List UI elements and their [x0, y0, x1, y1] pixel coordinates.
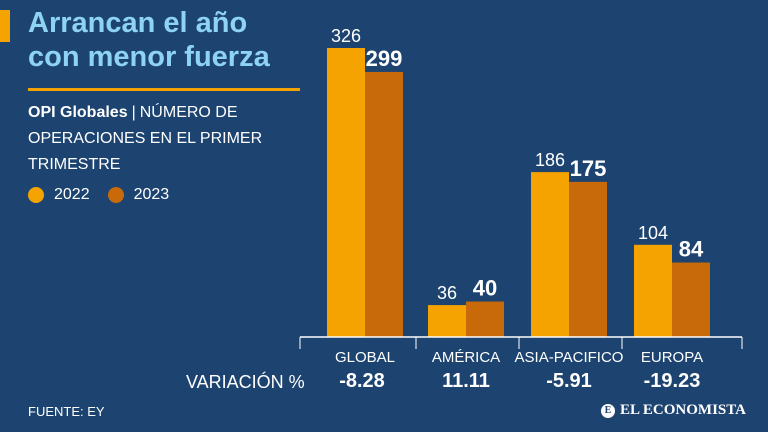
- category-label-asia-pacifico: ASIA-PACIFICO: [515, 349, 624, 366]
- bar-america-2023: [466, 301, 504, 337]
- brand-logo: E EL ECONOMISTA: [601, 402, 746, 419]
- data-label-global-2022: 326: [331, 26, 361, 46]
- legend-item-2023: 2023: [107, 186, 170, 204]
- bar-europa-2023: [672, 262, 710, 337]
- variation-america: 11.11: [442, 370, 490, 392]
- title-accent-bar: [0, 10, 10, 42]
- bar-asia-pacifico-2022: [531, 172, 569, 337]
- category-label-america: AMÉRICA: [432, 349, 500, 366]
- legend-label-2023: 2023: [133, 186, 170, 203]
- variation-europa: -19.23: [643, 370, 701, 392]
- data-label-asia-pacifico-2022: 186: [535, 150, 565, 170]
- category-label-global: GLOBAL: [335, 349, 395, 366]
- bar-europa-2022: [634, 244, 672, 337]
- data-label-asia-pacifico-2023: 175: [570, 156, 607, 181]
- category-label-europa: EUROPA: [641, 349, 703, 366]
- source-note: FUENTE: EY: [28, 404, 105, 419]
- title-underline: [28, 88, 300, 91]
- subtitle-separator: |: [131, 104, 136, 121]
- chart-legend: 2022 2023: [28, 186, 187, 204]
- subtitle-strong: OPI Globales: [28, 104, 128, 121]
- chart-title: Arrancan el año con menor fuerza: [28, 6, 270, 74]
- legend-swatch-2022: [28, 187, 44, 203]
- legend-item-2022: 2022: [28, 186, 90, 204]
- legend-swatch-2023: [107, 187, 124, 203]
- data-label-global-2023: 299: [366, 46, 403, 71]
- data-label-america-2023: 40: [473, 276, 497, 301]
- title-line-2: con menor fuerza: [28, 41, 270, 73]
- legend-label-2022: 2022: [54, 186, 90, 203]
- brand-mark-icon: E: [601, 403, 615, 418]
- data-label-america-2022: 36: [437, 283, 457, 303]
- bar-america-2022: [428, 305, 466, 337]
- variation-global: -8.28: [339, 370, 385, 392]
- bar-global-2023: [365, 71, 403, 338]
- subtitle-text: NÚMERO DE OPERACIONES EN EL PRIMER TRIME…: [28, 104, 263, 173]
- variation-asia-pacifico: -5.91: [546, 370, 592, 392]
- data-label-europa-2023: 84: [679, 237, 704, 262]
- bar-asia-pacifico-2023: [569, 181, 607, 337]
- variation-label: VARIACIÓN %: [186, 372, 305, 392]
- brand-name: EL ECONOMISTA: [620, 402, 746, 418]
- title-line-1: Arrancan el año: [28, 7, 248, 39]
- chart-subtitle: OPI Globales | NÚMERO DE OPERACIONES EN EL…: [28, 100, 308, 178]
- bar-global-2022: [327, 48, 365, 337]
- data-label-europa-2022: 104: [638, 223, 668, 243]
